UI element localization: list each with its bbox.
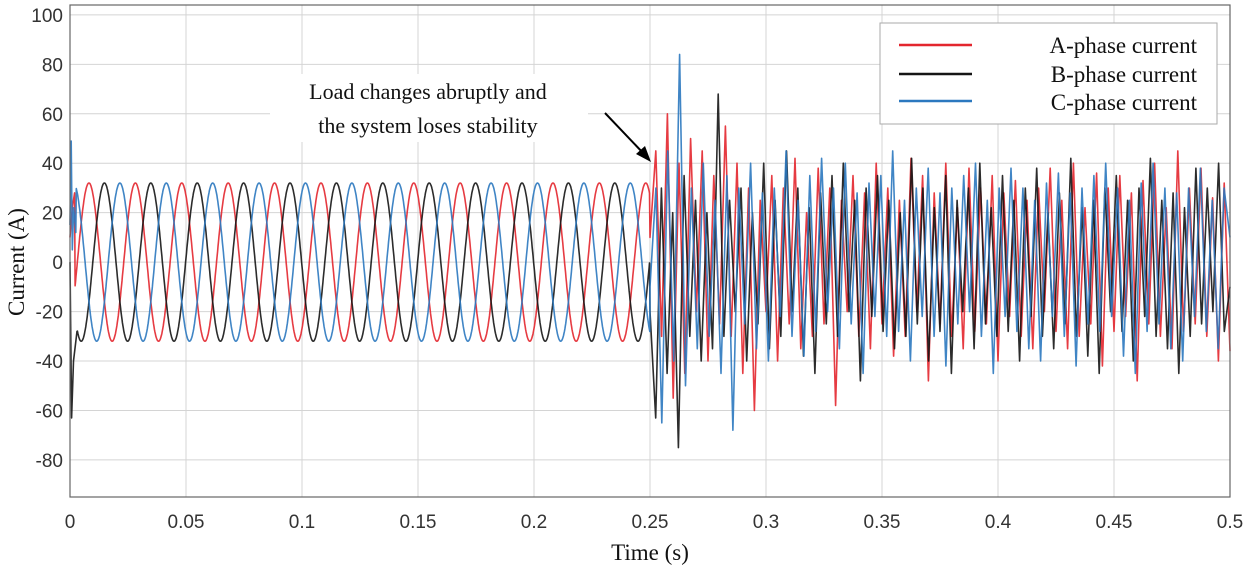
annotation-arrow	[604, 112, 646, 156]
legend-label-c: C-phase current	[1051, 90, 1198, 115]
y-tick-label: 80	[42, 55, 63, 76]
series-line-b	[69, 93, 1231, 449]
x-tick-label: 0.35	[864, 512, 901, 533]
axis-ticks: 0 0.05 0.1 0.15 0.2 0.25 0.3 0.35 0.4 0.45 0.5 100 8…	[31, 6, 1243, 533]
annotation-line-1: Load changes abruptly and	[309, 79, 547, 104]
y-tick-label: 100	[31, 6, 63, 27]
y-tick-label: -20	[36, 303, 63, 324]
plot-frame	[69, 4, 1231, 498]
x-tick-label: 0.2	[521, 512, 547, 533]
annotation: Load changes abruptly and the system los…	[270, 74, 651, 162]
x-axis-label: Time (s)	[611, 540, 689, 565]
series-lines	[69, 53, 1231, 449]
x-tick-label: 0.25	[632, 512, 669, 533]
y-tick-label: 60	[42, 105, 63, 126]
x-tick-label: 0.15	[400, 512, 437, 533]
y-tick-label: 20	[42, 204, 63, 225]
series-line-c	[69, 53, 1231, 431]
x-tick-label: 0.05	[168, 512, 205, 533]
x-tick-label: 0.5	[1217, 512, 1243, 533]
x-tick-label: 0.1	[289, 512, 315, 533]
y-axis-label: Current (A)	[4, 208, 29, 316]
annotation-line-2: the system loses stability	[318, 113, 537, 138]
y-tick-label: 40	[42, 154, 63, 175]
legend-label-a: A-phase current	[1049, 33, 1197, 58]
series-line-a	[69, 113, 1231, 412]
x-tick-label: 0.4	[985, 512, 1012, 533]
y-tick-label: 0	[52, 253, 63, 274]
arrow-head-icon	[636, 146, 651, 162]
x-tick-label: 0.45	[1096, 512, 1133, 533]
y-tick-label: -40	[36, 352, 63, 373]
y-tick-label: -60	[36, 401, 63, 422]
legend-label-b: B-phase current	[1051, 62, 1198, 87]
x-tick-label: 0	[65, 512, 76, 533]
y-tick-label: -80	[36, 451, 63, 472]
x-tick-label: 0.3	[753, 512, 779, 533]
legend: A-phase current B-phase current C-phase …	[879, 22, 1218, 125]
